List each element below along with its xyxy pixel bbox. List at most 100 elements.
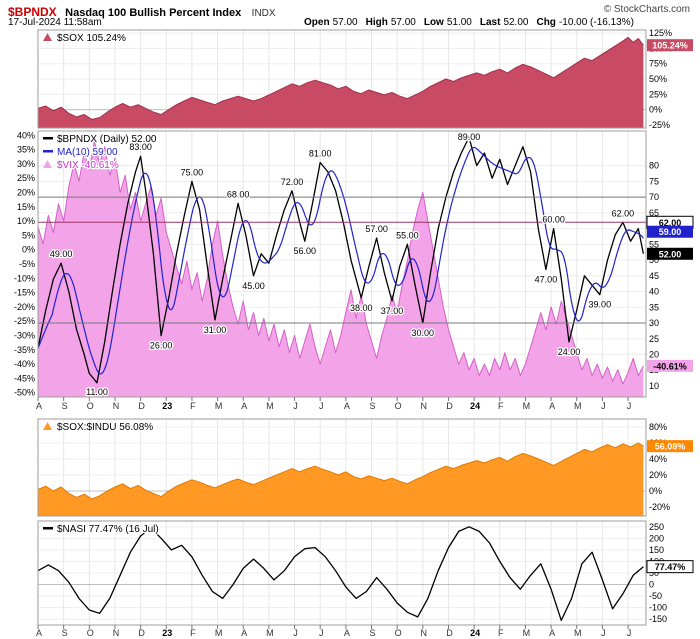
vix-line [37, 140, 644, 385]
x-axis-label: J [601, 628, 606, 638]
data-label: 24.00 [558, 347, 581, 357]
x-axis-label: J [293, 628, 298, 638]
x-axis-label: A [241, 628, 247, 638]
y-axis-tick-right: 65 [649, 208, 659, 218]
x-axis-label: F [190, 628, 196, 638]
x-axis-label: 24 [470, 628, 480, 638]
y-axis-tick-right: 55 [649, 239, 659, 249]
y-axis-tick-left: 15% [17, 202, 35, 212]
panel-border [37, 29, 647, 129]
y-axis-tick-right: -25% [649, 120, 670, 130]
data-label: 47.00 [535, 275, 558, 285]
y-axis-tick-left: 5% [22, 230, 35, 240]
y-axis-tick-right: 0 [649, 580, 654, 590]
x-axis-label: J [601, 401, 606, 411]
x-axis-label: F [190, 401, 196, 411]
x-axis-label: M [574, 628, 582, 638]
bpndx-line [37, 136, 645, 384]
sox-indu-panel: 80%60%40%20%0%-20%56.08%$SOX:$INDU 56.08… [37, 418, 693, 517]
y-axis-tick-left: -10% [14, 273, 35, 283]
y-axis-tick-right: 20% [649, 470, 667, 480]
data-label: 55.00 [396, 230, 419, 240]
y-axis-tick-right: 75% [649, 59, 667, 69]
axis-label-box [646, 560, 694, 574]
quote-chg-value: -10.00 (-16.13%) [558, 17, 634, 28]
data-label: 60.00 [542, 215, 565, 225]
y-axis-tick-left: 20% [17, 187, 35, 197]
y-axis-tick-right: 40% [649, 454, 667, 464]
quote-high-value: 57.00 [390, 17, 416, 28]
data-label: 89.00 [458, 132, 481, 142]
y-axis-tick-right: 30 [649, 318, 659, 328]
x-axis-label: M [574, 401, 582, 411]
chart-header-row1: $BPNDX Nasdaq 100 Bullish Percent Index … [8, 3, 696, 21]
x-axis-label: O [395, 401, 402, 411]
x-axis-label: D [446, 628, 453, 638]
x-axis-label: 24 [470, 401, 480, 411]
y-axis-tick-right: 25% [649, 89, 667, 99]
panel-border [37, 418, 647, 517]
axis-label-box [647, 247, 693, 260]
x-axis-label: S [369, 401, 375, 411]
x-axis-label: 23 [162, 401, 172, 411]
x-axis-label: J [627, 628, 632, 638]
y-axis-tick-left: 40% [17, 130, 35, 140]
data-label: 31.00 [204, 325, 227, 335]
x-axis-label: O [87, 401, 94, 411]
y-axis-tick-left: -45% [14, 373, 35, 383]
sox-panel: 125%100%75%50%25%0%-25%105.24%$SOX 105.2… [37, 28, 693, 130]
legend-label: MA(10) 59.00 [57, 147, 118, 158]
datetime: 17-Jul-2024 11:58am [8, 17, 102, 28]
x-axis-label: A [549, 401, 555, 411]
y-axis-tick-right: 20 [649, 350, 659, 360]
x-axis-label: O [87, 628, 94, 638]
axis-label-box [647, 39, 693, 52]
y-axis-tick-right: -20% [649, 502, 670, 512]
axis-label-box-text: -40.61% [653, 361, 687, 371]
legend-area-icon [43, 160, 52, 168]
x-axis-label: J [293, 401, 298, 411]
legend-area-icon [43, 33, 52, 41]
legend-label: $NASI 77.47% (16 Jul) [57, 524, 159, 535]
data-label: 37.00 [381, 306, 404, 316]
y-axis-tick-left: 0% [22, 245, 35, 255]
x-axis-label: 23 [162, 628, 172, 638]
y-axis-tick-left: -20% [14, 302, 35, 312]
x-axis-label: S [369, 628, 375, 638]
quote-strip: Open 57.00 High 57.00 Low 51.00 Last 52.00 Chg -1… [296, 17, 634, 28]
x-axis-label: M [523, 628, 531, 638]
data-label: 83.00 [129, 142, 152, 152]
x-axis-label: O [395, 628, 402, 638]
x-axis-label: S [62, 401, 68, 411]
y-axis-tick-right: 0% [649, 105, 662, 115]
x-axis-label: A [344, 628, 350, 638]
data-label: 39.00 [589, 300, 612, 310]
y-axis-tick-left: 25% [17, 173, 35, 183]
y-axis-tick-left: -50% [14, 388, 35, 398]
legend-label: $SOX 105.24% [57, 33, 126, 44]
y-axis-tick-right: 75 [649, 176, 659, 186]
y-axis-tick-right: 125% [649, 28, 672, 38]
data-label: 75.00 [181, 167, 204, 177]
y-axis-tick-right: -150 [649, 614, 667, 624]
y-axis-tick-right: 45 [649, 271, 659, 281]
data-label: 72.00 [281, 177, 304, 187]
quote-open-label: Open [304, 17, 330, 28]
y-axis-tick-right: 80% [649, 422, 667, 432]
x-axis-label: J [319, 628, 324, 638]
x-axis-label: N [113, 628, 120, 638]
x-axis-label: D [446, 401, 453, 411]
x-axis-label: A [36, 628, 42, 638]
y-axis-tick-right: 70 [649, 192, 659, 202]
y-axis-tick-left: -15% [14, 288, 35, 298]
x-axis-label: J [319, 401, 324, 411]
axis-label-box [647, 359, 693, 372]
y-axis-tick-right: -50 [649, 591, 662, 601]
legend-label: $BPNDX (Daily) 52.00 [57, 134, 157, 145]
x-axis-label: M [215, 401, 223, 411]
y-axis-tick-right: 200 [649, 533, 664, 543]
axis-label-box-text: 105.24% [652, 41, 688, 51]
panel-border [37, 130, 647, 398]
legend-label: $SOX:$INDU 56.08% [57, 422, 153, 433]
axis-label-box-text: 56.08% [655, 442, 686, 452]
